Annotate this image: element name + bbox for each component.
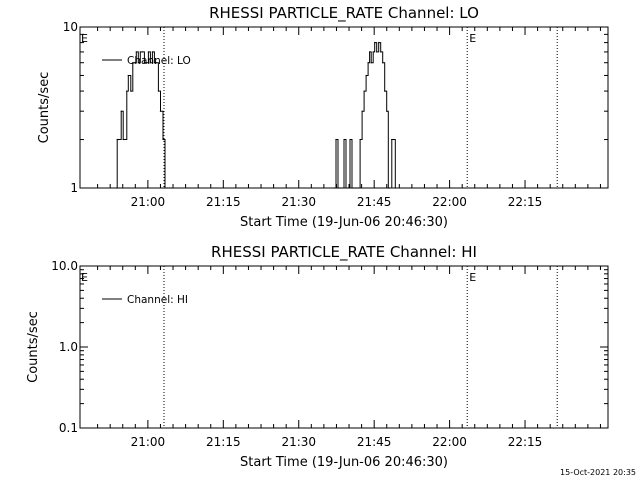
- data-point: [361, 110, 363, 112]
- x-tick-label: 22:00: [432, 195, 467, 209]
- data-point: [157, 90, 160, 92]
- data-point: [116, 138, 118, 141]
- data-point: [124, 138, 126, 141]
- data-point: [354, 187, 356, 189]
- data-point: [145, 62, 147, 64]
- data-point: [337, 187, 339, 189]
- x-tick-label: 21:30: [281, 435, 316, 449]
- data-point: [372, 51, 374, 53]
- data-point: [367, 62, 369, 64]
- plot-frame: [79, 265, 609, 429]
- data-point: [149, 62, 151, 64]
- data-point: [341, 187, 343, 189]
- data-point: [168, 187, 171, 189]
- data-point: [137, 62, 139, 64]
- data-point: [345, 187, 347, 189]
- data-point: [130, 90, 132, 92]
- data-point: [122, 138, 124, 141]
- legend-entry: Channel: HI: [127, 294, 188, 306]
- data-point: [378, 42, 380, 44]
- x-tick-label: 21:00: [131, 195, 166, 209]
- data-point: [347, 187, 349, 189]
- data-point: [349, 138, 351, 141]
- data-point: [386, 110, 388, 112]
- data-point: [391, 138, 393, 141]
- edge-event-marker: E: [81, 271, 88, 284]
- data-point: [351, 187, 353, 189]
- data-point: [369, 51, 371, 53]
- data-point: [135, 51, 137, 53]
- data-point: [389, 187, 391, 189]
- data-point: [147, 51, 149, 53]
- data-point: [132, 62, 134, 64]
- data-point: [357, 187, 360, 189]
- y-tick-label: 1: [70, 181, 78, 195]
- footer-timestamp: 15-Oct-2021 20:35: [560, 468, 636, 477]
- chart-title: RHESSI PARTICLE_RATE Channel: HI: [211, 243, 477, 262]
- data-point: [365, 74, 367, 77]
- data-point: [126, 90, 128, 92]
- legend-entry: Channel: LO: [127, 55, 191, 67]
- y-axis-label: Counts/sec: [26, 311, 41, 383]
- data-point: [120, 110, 122, 112]
- x-tick-label: 21:00: [131, 435, 166, 449]
- data-point: [363, 90, 365, 92]
- data-point: [392, 138, 394, 141]
- x-tick-label: 21:30: [281, 195, 316, 209]
- data-point: [374, 42, 376, 44]
- series-line: [116, 42, 396, 189]
- x-tick-label: 22:15: [508, 435, 543, 449]
- x-tick-label: 21:45: [357, 195, 392, 209]
- data-point: [355, 187, 358, 189]
- data-point: [333, 187, 336, 189]
- data-point: [339, 187, 341, 189]
- x-tick-label: 22:00: [432, 435, 467, 449]
- y-tick-label: 1.0: [59, 340, 78, 354]
- data-point: [162, 138, 164, 141]
- y-tick-label: 0.1: [59, 421, 78, 435]
- data-point: [170, 187, 173, 189]
- data-point: [380, 51, 382, 53]
- data-point: [115, 187, 117, 189]
- data-point: [359, 138, 361, 141]
- y-tick-label: 10: [63, 20, 78, 34]
- data-point: [343, 138, 345, 141]
- data-point: [387, 187, 389, 189]
- x-tick-label: 21:45: [357, 435, 392, 449]
- x-tick-label: 22:15: [508, 195, 543, 209]
- panel-lo: RHESSI PARTICLE_RATE Channel: LO 21:00 21:…: [37, 4, 609, 230]
- data-point: [155, 62, 158, 64]
- data-point: [141, 51, 143, 53]
- event-marker-label: E: [469, 32, 476, 45]
- data-point: [151, 51, 154, 53]
- data-point: [153, 62, 156, 64]
- y-axis-label: Counts/sec: [37, 72, 52, 144]
- data-point: [118, 138, 120, 141]
- data-point: [352, 187, 355, 189]
- y-tick-label: 10.0: [51, 259, 78, 273]
- data-point: [139, 51, 141, 53]
- data-point: [166, 187, 169, 189]
- chart-title: RHESSI PARTICLE_RATE Channel: LO: [209, 4, 479, 23]
- data-point: [164, 187, 166, 189]
- x-axis-label: Start Time (19-Jun-06 20:46:30): [240, 455, 448, 470]
- event-marker-label: E: [469, 271, 476, 284]
- data-point: [382, 62, 384, 64]
- x-axis-label: Start Time (19-Jun-06 20:46:30): [240, 215, 448, 230]
- data-point: [394, 187, 396, 189]
- data-point: [384, 90, 386, 92]
- data-point: [143, 62, 145, 64]
- x-tick-label: 21:15: [206, 195, 241, 209]
- edge-event-marker: E: [81, 32, 88, 45]
- data-point: [335, 138, 337, 141]
- data-point: [370, 62, 372, 64]
- data-point: [159, 110, 162, 112]
- data-point: [127, 74, 129, 77]
- data-point: [376, 51, 378, 53]
- panel-hi: RHESSI PARTICLE_RATE Channel: HI 21:00 21:…: [26, 243, 609, 470]
- x-tick-label: 21:15: [206, 435, 241, 449]
- data-point: [134, 62, 136, 64]
